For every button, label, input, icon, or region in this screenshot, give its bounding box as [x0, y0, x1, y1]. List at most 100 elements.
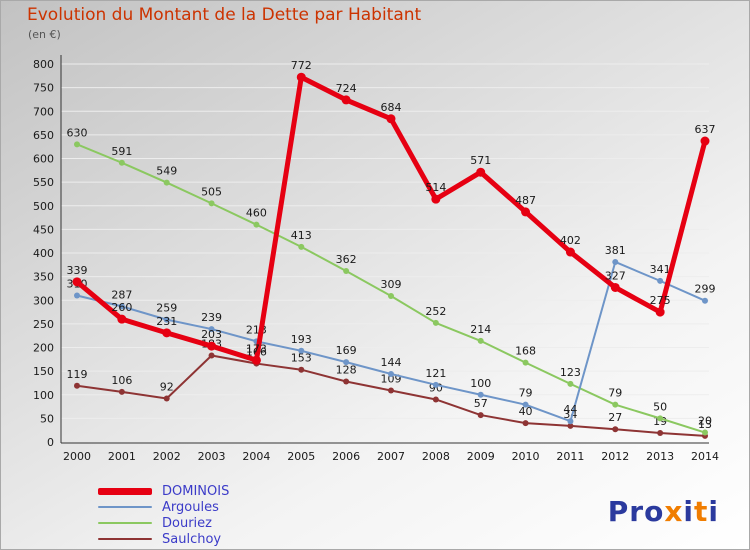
data-point [208, 200, 215, 207]
logo-letter: i [683, 495, 694, 528]
x-tick-label: 2000 [63, 450, 91, 463]
data-label: 106 [111, 374, 132, 387]
chart-subtitle: (en €) [28, 28, 61, 41]
legend-item-Argoules: Argoules [98, 499, 229, 515]
legend-swatch [98, 487, 152, 495]
legend-swatch [98, 522, 152, 524]
y-tick-label: 200 [33, 342, 54, 355]
data-label: 684 [381, 101, 402, 114]
data-label: 27 [608, 411, 622, 424]
y-tick-label: 150 [33, 365, 54, 378]
data-point [388, 370, 394, 377]
data-label: 57 [474, 397, 488, 410]
data-point [162, 328, 172, 338]
data-label: 260 [111, 301, 132, 314]
x-tick-label: 2013 [646, 450, 674, 463]
data-label: 20 [698, 415, 712, 428]
legend-label: Saulchoy [162, 531, 222, 547]
y-tick-label: 250 [33, 318, 54, 331]
x-tick-label: 2007 [377, 450, 405, 463]
data-label: 79 [519, 387, 533, 400]
y-tick-label: 700 [33, 105, 54, 118]
data-label: 100 [470, 377, 491, 390]
x-tick-label: 2011 [556, 450, 584, 463]
legend-label: Argoules [162, 499, 219, 515]
data-point [72, 277, 82, 287]
data-point [298, 366, 305, 373]
data-point [208, 326, 215, 333]
data-point [388, 387, 394, 394]
data-label: 772 [291, 59, 312, 72]
data-point [253, 221, 260, 228]
data-label: 44 [563, 403, 577, 416]
data-point [343, 359, 350, 366]
data-label: 381 [605, 244, 626, 257]
chart-title: Evolution du Montant de la Dette par Hab… [27, 5, 422, 25]
x-tick-label: 2003 [198, 450, 226, 463]
data-point [117, 314, 127, 324]
data-point [522, 420, 529, 427]
y-tick-label: 600 [33, 153, 54, 166]
data-label: 287 [111, 288, 132, 301]
data-label: 402 [560, 234, 581, 247]
y-tick-label: 550 [33, 176, 54, 189]
y-tick-label: 450 [33, 223, 54, 236]
data-label: 214 [470, 323, 491, 336]
data-point [565, 247, 575, 257]
data-label: 92 [160, 381, 174, 394]
data-label: 275 [650, 294, 671, 307]
logo-letter: x [664, 495, 684, 528]
data-label: 487 [515, 194, 536, 207]
data-point [298, 243, 305, 250]
data-label: 123 [560, 366, 581, 379]
x-tick-label: 2006 [332, 450, 360, 463]
data-label: 259 [156, 302, 177, 315]
logo-letter: i [708, 495, 719, 528]
data-point [432, 381, 439, 388]
legend-item-DOMINOIS: DOMINOIS [98, 483, 229, 499]
data-label: 413 [291, 229, 312, 242]
data-point [74, 292, 80, 299]
legend: DOMINOIS Argoules Douriez Saulchoy [98, 483, 229, 547]
data-label: 514 [425, 181, 446, 194]
data-point [522, 359, 529, 366]
x-tick-label: 2010 [512, 450, 540, 463]
data-label: 239 [201, 311, 222, 324]
data-label: 630 [67, 126, 88, 139]
logo-letter: P [607, 495, 630, 528]
data-label: 193 [291, 333, 312, 346]
data-point [612, 426, 619, 433]
data-label: 460 [246, 207, 267, 220]
data-point [567, 422, 574, 429]
data-point [118, 388, 125, 395]
data-point [477, 412, 484, 419]
data-label: 173 [246, 342, 267, 355]
data-point [343, 267, 350, 274]
x-tick-label: 2004 [242, 450, 270, 463]
data-point [163, 179, 170, 186]
data-point [251, 355, 261, 365]
data-point [612, 401, 619, 408]
x-tick-label: 2002 [153, 450, 181, 463]
data-point [118, 303, 125, 310]
legend-item-Saulchoy: Saulchoy [98, 531, 229, 547]
data-label: 168 [515, 345, 536, 358]
data-point [74, 141, 80, 148]
data-point [431, 194, 441, 204]
data-point [432, 396, 439, 403]
data-label: 153 [291, 352, 312, 365]
logo-letter: t [694, 495, 709, 528]
data-point [207, 341, 217, 351]
data-label: 309 [381, 278, 402, 291]
data-label: 79 [608, 387, 622, 400]
data-label: 50 [653, 400, 667, 413]
data-label: 591 [111, 145, 132, 158]
data-point [118, 159, 125, 166]
data-label: 327 [605, 269, 626, 282]
data-label: 252 [425, 305, 446, 318]
data-point [477, 391, 484, 398]
data-point [700, 136, 710, 146]
x-tick-label: 2012 [601, 450, 629, 463]
